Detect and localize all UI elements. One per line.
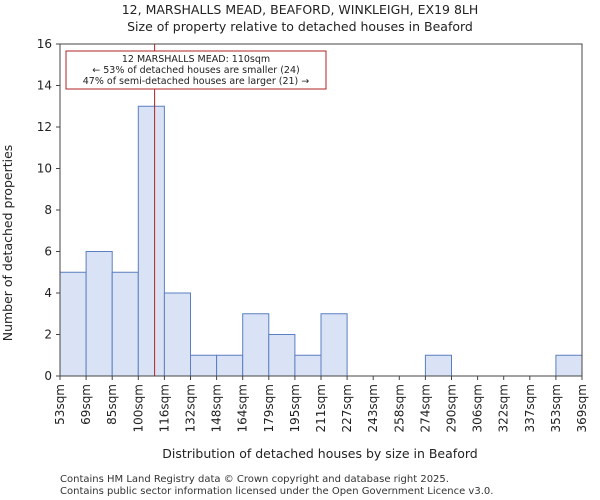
x-tick-label: 337sqm	[523, 384, 537, 432]
x-tick-label: 306sqm	[471, 384, 485, 432]
x-tick-label: 195sqm	[288, 384, 302, 432]
x-tick-label: 258sqm	[392, 384, 406, 432]
marker-annotation: 12 MARSHALLS MEAD: 110sqm ← 53% of detac…	[65, 50, 327, 90]
x-tick-label: 227sqm	[340, 384, 354, 432]
x-tick-label: 243sqm	[366, 384, 380, 432]
bar-164sqm	[242, 313, 270, 377]
bars-group	[59, 105, 583, 377]
x-axis-label: Distribution of detached houses by size …	[162, 446, 477, 461]
bar-85sqm	[111, 271, 139, 377]
x-tick-label: 353sqm	[549, 384, 563, 432]
y-tick-label: 4	[44, 286, 52, 300]
x-tick-label: 100sqm	[131, 384, 145, 432]
y-tick-label: 6	[44, 245, 52, 259]
x-tick-label: 53sqm	[53, 384, 67, 425]
bar-353sqm	[555, 354, 583, 377]
bar-69sqm	[85, 251, 113, 377]
annotation-line-1: 12 MARSHALLS MEAD: 110sqm	[122, 54, 270, 65]
y-tick-label: 12	[37, 120, 52, 134]
footer-line-1: Contains HM Land Registry data © Crown c…	[60, 474, 449, 485]
y-axis-label: Number of detached properties	[0, 145, 15, 342]
x-tick-label: 116sqm	[157, 384, 171, 432]
x-tick-label: 69sqm	[79, 384, 93, 425]
chart-subtitle: Size of property relative to detached ho…	[127, 19, 473, 34]
x-tick-label: 164sqm	[236, 384, 250, 432]
bar-100sqm	[137, 105, 165, 377]
bar-211sqm	[320, 313, 348, 377]
x-tick-label: 85sqm	[105, 384, 119, 425]
y-tick-label: 10	[37, 162, 52, 176]
bar-116sqm	[163, 292, 191, 377]
bar-195sqm	[294, 354, 322, 377]
annotation-box	[65, 50, 327, 90]
y-tick-label: 14	[37, 79, 52, 93]
x-tick-label: 290sqm	[445, 384, 459, 432]
x-tick-label: 148sqm	[210, 384, 224, 432]
x-tick-label: 211sqm	[314, 384, 328, 432]
x-tick-label: 322sqm	[497, 384, 511, 432]
bar-132sqm	[190, 354, 218, 377]
bar-274sqm	[424, 354, 452, 377]
y-tick-label: 0	[44, 369, 52, 383]
footer-line-2: Contains public sector information licen…	[60, 486, 493, 497]
bar-148sqm	[216, 354, 244, 377]
chart-title: 12, MARSHALLS MEAD, BEAFORD, WINKLEIGH, …	[122, 2, 479, 17]
y-axis-ticks: 0 2 4 6 8 10 12 14 16	[37, 37, 60, 383]
y-tick-label: 8	[44, 203, 52, 217]
bar-179sqm	[268, 334, 296, 377]
x-tick-label: 132sqm	[184, 384, 198, 432]
x-axis-ticks: 53sqm 69sqm 85sqm 100sqm 116sqm 132sqm 148sqm 1…	[53, 376, 589, 432]
bar-53sqm	[59, 271, 87, 377]
y-tick-label: 16	[37, 37, 52, 51]
x-tick-label: 274sqm	[418, 384, 432, 432]
annotation-line-2: ← 53% of detached houses are smaller (24…	[92, 65, 299, 76]
x-tick-label: 369sqm	[575, 384, 589, 432]
annotation-line-3: 47% of semi-detached houses are larger (…	[83, 76, 310, 87]
x-tick-label: 179sqm	[262, 384, 276, 432]
y-tick-label: 2	[44, 328, 52, 342]
